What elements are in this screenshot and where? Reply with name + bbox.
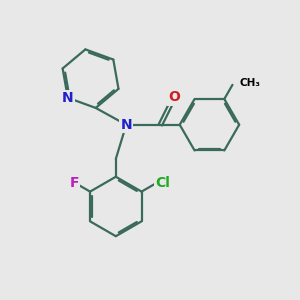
Text: CH₃: CH₃ xyxy=(240,78,261,88)
Text: N: N xyxy=(62,91,74,105)
Text: F: F xyxy=(70,176,79,190)
Text: O: O xyxy=(168,90,180,104)
Text: Cl: Cl xyxy=(155,176,170,190)
Text: N: N xyxy=(120,118,132,132)
